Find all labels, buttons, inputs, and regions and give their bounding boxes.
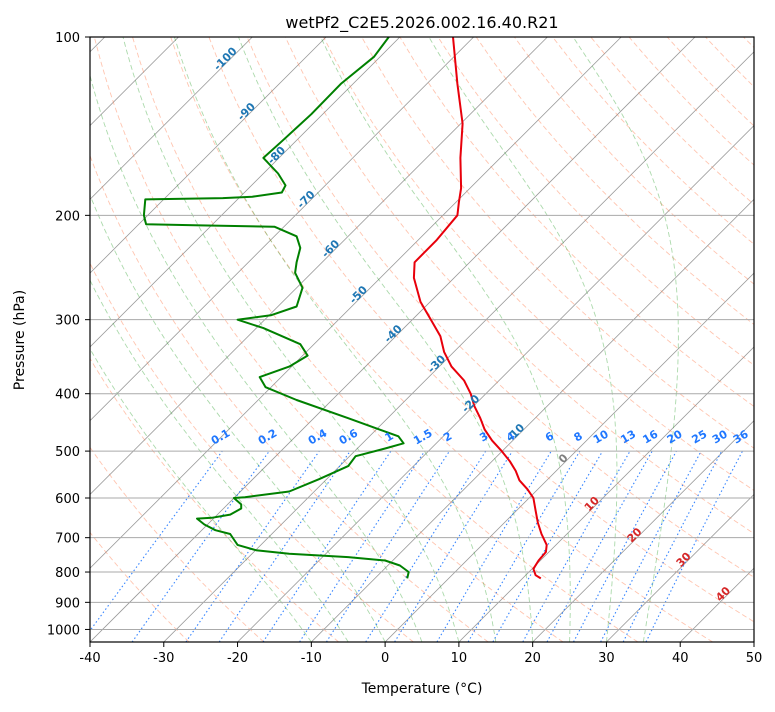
x-tick-label: -20	[227, 651, 248, 666]
moist-adiabat-line	[81, 37, 422, 642]
dry-adiabat-line	[0, 37, 189, 642]
mixing-ratio-label: 1.5	[411, 426, 434, 447]
y-tick-label: 600	[55, 492, 80, 507]
mixing-ratio-label: 8	[572, 429, 585, 444]
mixing-ratio-line	[574, 451, 677, 642]
isotherm-line	[311, 37, 775, 642]
y-tick-label: 800	[55, 566, 80, 581]
mixing-ratio-label: 2	[441, 429, 454, 444]
dry-adiabat-line	[514, 37, 775, 642]
temperature-profile	[414, 37, 547, 578]
x-tick-label: -40	[79, 651, 100, 666]
moist-adiabat-line	[15, 37, 348, 642]
isotherm-line	[0, 37, 400, 642]
y-tick-label: 200	[55, 209, 80, 224]
dry-adiabat-line	[438, 37, 775, 642]
mixing-ratio-line	[82, 451, 223, 642]
x-tick-label: -10	[301, 651, 322, 666]
mixing-ratio-label: 0.2	[256, 426, 279, 447]
mixing-ratio-line	[219, 451, 350, 642]
isotherm-label-warm: 10	[582, 494, 602, 514]
mixing-ratio-label: 0.4	[306, 426, 330, 447]
y-tick-label: 500	[55, 445, 80, 460]
isotherm-line	[680, 37, 775, 642]
y-tick-label: 400	[55, 388, 80, 403]
mixing-ratio-line	[547, 451, 652, 642]
isotherm-line	[0, 37, 326, 642]
dry-adiabat-line	[553, 37, 775, 642]
isotherm-line	[754, 37, 775, 642]
isotherm-label-warm: 30	[674, 549, 694, 569]
moist-adiabat-line	[174, 37, 495, 642]
sounding-profiles	[144, 37, 547, 578]
isotherm-label: -60	[319, 237, 342, 260]
dry-adiabat-line	[18, 37, 413, 642]
y-tick-label: 300	[55, 314, 80, 329]
x-tick-label: 40	[672, 651, 689, 666]
x-tick-label: 30	[598, 651, 615, 666]
mixing-ratio-line	[263, 451, 391, 642]
mixing-ratio-line	[437, 451, 551, 642]
mixing-ratio-label: 0.6	[337, 426, 361, 447]
mixing-ratio-label: 30	[710, 427, 730, 446]
mixing-ratio-label: 13	[618, 428, 638, 447]
mixing-ratio-line	[601, 451, 702, 642]
y-tick-label: 900	[55, 596, 80, 611]
dry-adiabat-line	[209, 37, 775, 642]
isotherm-label-warm: 40	[713, 584, 733, 604]
mixing-ratio-label: 1	[383, 429, 396, 444]
dry-adiabat-line	[362, 37, 775, 642]
isotherm-label: -100	[211, 44, 240, 73]
isotherm-line	[16, 37, 621, 642]
y-tick-label: 100	[55, 31, 80, 46]
isotherm-label: -50	[347, 283, 370, 306]
x-axis-label: Temperature (°C)	[361, 681, 483, 697]
moist-adiabat-line	[573, 37, 678, 642]
mixing-ratio-label: 25	[690, 428, 710, 447]
isotherm-label: -20	[459, 392, 482, 415]
x-tick-label: -30	[153, 651, 174, 666]
mixing-ratio-line	[523, 451, 630, 642]
x-tick-label: 10	[451, 651, 468, 666]
isotherm-line	[385, 37, 775, 642]
plot-frame	[90, 37, 754, 642]
y-tick-label: 1000	[47, 623, 80, 638]
x-tick-label: 0	[381, 651, 389, 666]
mixing-ratio-label: 20	[665, 427, 685, 446]
dry-adiabat-line	[629, 37, 775, 642]
isotherm-label-warm: 20	[625, 525, 645, 545]
x-tick-label: 50	[746, 651, 763, 666]
mixing-ratio-line	[326, 451, 449, 642]
x-tick-label: 20	[524, 651, 541, 666]
mixing-ratio-line	[468, 451, 580, 642]
dry-adiabat-line	[744, 37, 775, 642]
mixing-ratio-line	[623, 451, 722, 642]
chart-title: wetPf2_C2E5.2026.002.16.40.R21	[285, 13, 558, 33]
isotherm-label: -90	[235, 100, 258, 123]
dry-adiabat-line	[705, 37, 775, 642]
y-tick-label: 700	[55, 532, 80, 547]
isotherm-label: -70	[294, 188, 317, 211]
mixing-ratio-label: 10	[591, 427, 611, 446]
y-axis: 100 200 300 400 500 600 700 800 900 1000	[47, 31, 90, 638]
x-axis: -40 -30 -20 -10 0 10 20 30 40 50	[79, 642, 762, 666]
y-axis-label: Pressure (hPa)	[12, 290, 28, 390]
pressure-grid	[90, 37, 754, 629]
dry-adiabat-line	[0, 37, 264, 642]
isotherm-line	[459, 37, 775, 642]
